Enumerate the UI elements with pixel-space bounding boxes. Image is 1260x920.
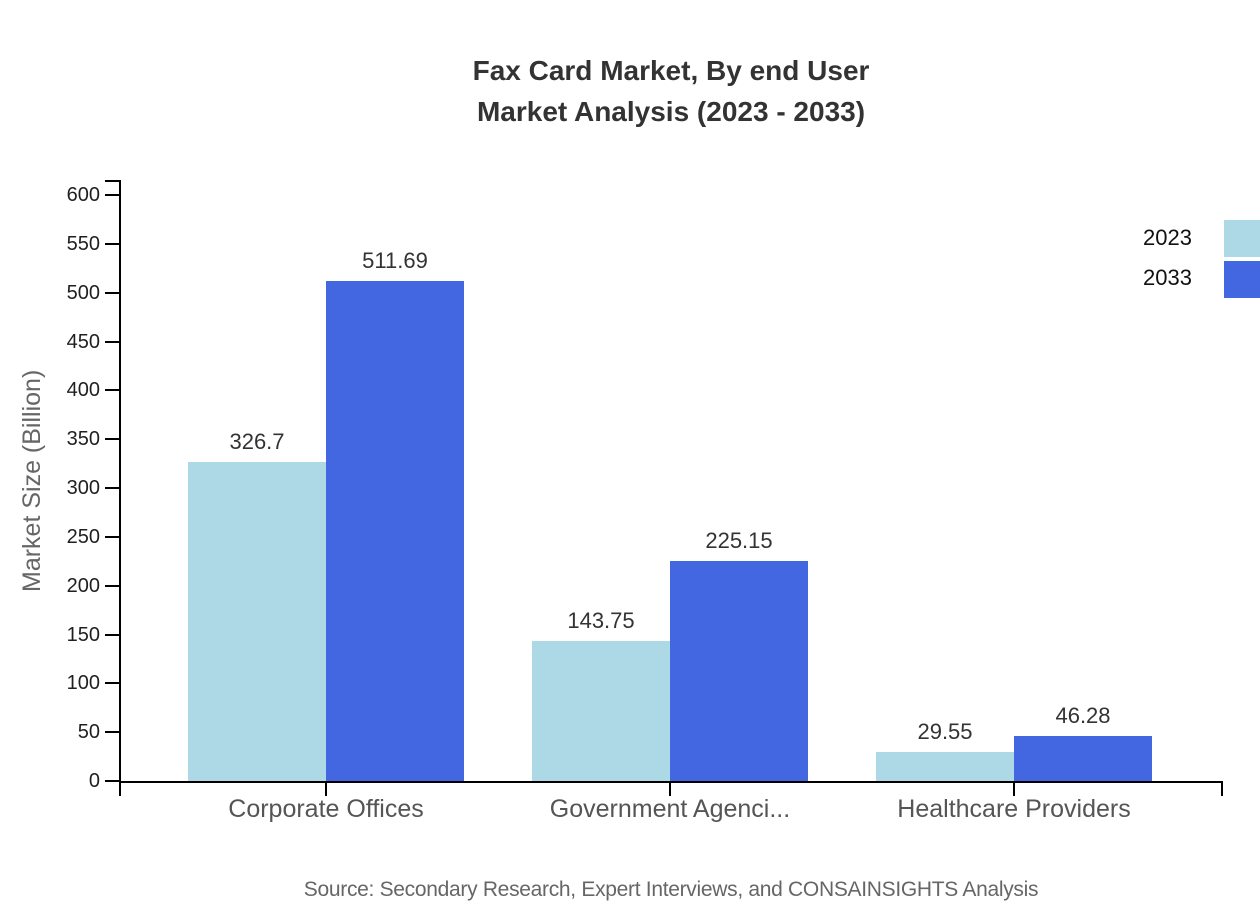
y-axis-tick-label: 150 <box>66 624 100 646</box>
y-axis-tick <box>105 292 120 294</box>
y-axis-tick-label: 600 <box>66 184 100 206</box>
bar-value-2033-corporate-offices: 511.69 <box>362 248 428 273</box>
x-axis-category-label: Government Agenci... <box>549 795 791 823</box>
legend-swatch-2033 <box>1224 261 1260 298</box>
y-axis-line <box>119 180 121 783</box>
y-axis-tick-label: 50 <box>77 721 100 743</box>
chart-title-line2: Market Analysis (2023 - 2033) <box>476 96 866 127</box>
source-note: Source: Secondary Research, Expert Inter… <box>303 878 1039 901</box>
y-axis-tick <box>105 341 120 343</box>
bar-2033-healthcare-providers <box>1014 736 1152 781</box>
y-axis-tick-label: 500 <box>66 282 100 304</box>
bar-2023-corporate-offices <box>188 462 326 781</box>
y-axis-tick <box>105 731 120 733</box>
chart-title: Fax Card Market, By end User Market Anal… <box>120 50 1222 132</box>
bar-2023-government-agenci <box>532 641 670 781</box>
legend-swatch-2023 <box>1224 220 1260 257</box>
x-axis-tick <box>119 781 121 796</box>
chart-title-line1: Fax Card Market, By end User <box>472 55 870 86</box>
x-axis-category-label: Corporate Offices <box>228 795 424 823</box>
bar-2033-corporate-offices <box>326 281 464 781</box>
bar-value-2023-corporate-offices: 326.7 <box>229 429 285 454</box>
y-axis-tick <box>105 438 120 440</box>
y-axis-tick-label: 550 <box>66 233 100 255</box>
y-axis-end-cap-tick <box>105 180 120 182</box>
legend-label-2023: 2023 <box>1143 225 1192 250</box>
x-axis-tick <box>1221 781 1223 796</box>
y-axis-tick-label: 0 <box>88 770 100 792</box>
y-axis-tick <box>105 780 120 782</box>
y-axis-tick-label: 350 <box>66 428 100 450</box>
x-axis-category-label: Healthcare Providers <box>897 795 1131 823</box>
y-axis-tick <box>105 487 120 489</box>
x-axis-tick <box>669 781 671 796</box>
x-axis-tick <box>1013 781 1015 796</box>
bar-value-2023-government-agenci: 143.75 <box>567 608 635 633</box>
y-axis-tick-label: 100 <box>66 672 100 694</box>
bar-2033-government-agenci <box>670 561 808 781</box>
bar-value-2023-healthcare-providers: 29.55 <box>917 719 973 744</box>
y-axis-tick-label: 400 <box>66 379 100 401</box>
legend-label-2033: 2033 <box>1143 265 1192 290</box>
y-axis-tick <box>105 585 120 587</box>
y-axis-tick-label: 250 <box>66 526 100 548</box>
bar-value-2033-healthcare-providers: 46.28 <box>1055 703 1111 728</box>
bar-value-2033-government-agenci: 225.15 <box>705 528 773 553</box>
x-axis-line <box>119 781 1223 783</box>
y-axis-tick <box>105 194 120 196</box>
y-axis-tick <box>105 389 120 391</box>
y-axis-tick-label: 200 <box>66 575 100 597</box>
y-axis-tick-label: 300 <box>66 477 100 499</box>
y-axis-tick <box>105 536 120 538</box>
y-axis-tick <box>105 243 120 245</box>
y-axis-tick-label: 450 <box>66 331 100 353</box>
y-axis-tick <box>105 682 120 684</box>
x-axis-tick <box>325 781 327 796</box>
bar-2023-healthcare-providers <box>876 752 1014 781</box>
y-axis-tick <box>105 634 120 636</box>
